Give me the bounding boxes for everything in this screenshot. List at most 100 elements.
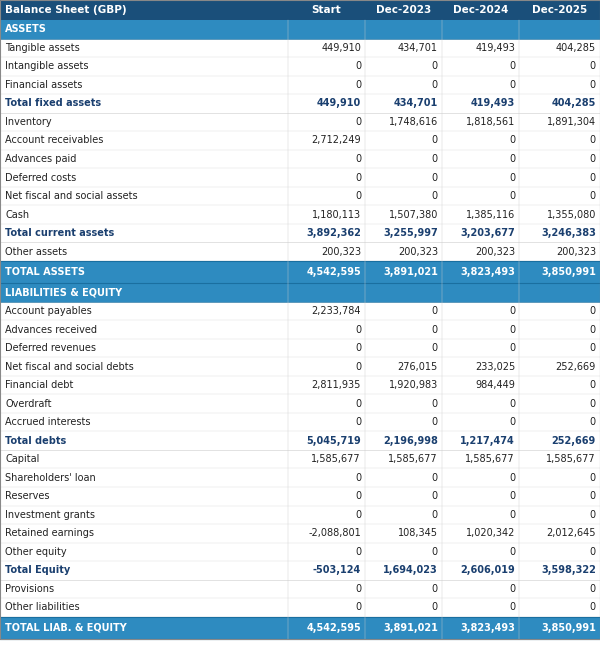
Text: 0: 0: [355, 117, 361, 127]
Bar: [0, 432, 600, 450]
Text: Financial assets: Financial assets: [5, 80, 82, 90]
Text: 0: 0: [432, 343, 438, 353]
Bar: [0, 113, 600, 131]
Text: 3,891,021: 3,891,021: [383, 623, 438, 633]
Text: 0: 0: [355, 472, 361, 483]
Text: 0: 0: [355, 398, 361, 409]
Bar: [0, 543, 600, 561]
Text: 2,811,935: 2,811,935: [311, 380, 361, 390]
Text: Financial debt: Financial debt: [5, 380, 73, 390]
Text: 1,585,677: 1,585,677: [388, 454, 438, 464]
Bar: [0, 150, 600, 168]
Text: 0: 0: [590, 306, 596, 316]
Text: 0: 0: [590, 584, 596, 594]
Text: 984,449: 984,449: [475, 380, 515, 390]
Text: 0: 0: [355, 361, 361, 372]
Bar: [0, 376, 600, 395]
Text: 0: 0: [509, 417, 515, 427]
Bar: [0, 524, 600, 543]
Text: Advances received: Advances received: [5, 324, 97, 334]
Text: 3,598,322: 3,598,322: [541, 565, 596, 576]
Text: 2,196,998: 2,196,998: [383, 435, 438, 446]
Text: TOTAL ASSETS: TOTAL ASSETS: [5, 267, 85, 277]
Bar: [0, 339, 600, 358]
Text: 1,507,380: 1,507,380: [389, 210, 438, 219]
Text: 0: 0: [590, 491, 596, 501]
Text: 0: 0: [590, 173, 596, 182]
Text: 0: 0: [590, 136, 596, 145]
Text: Provisions: Provisions: [5, 584, 54, 594]
Text: 3,203,677: 3,203,677: [460, 228, 515, 238]
Text: 0: 0: [509, 547, 515, 557]
Text: 0: 0: [355, 547, 361, 557]
Text: 1,748,616: 1,748,616: [389, 117, 438, 127]
Text: Other equity: Other equity: [5, 547, 67, 557]
Text: Dec-2023: Dec-2023: [376, 5, 431, 15]
Text: 0: 0: [432, 491, 438, 501]
Text: 0: 0: [509, 343, 515, 353]
Text: 404,285: 404,285: [551, 99, 596, 108]
Text: Accrued interests: Accrued interests: [5, 417, 91, 427]
Text: 3,891,021: 3,891,021: [383, 267, 438, 277]
Text: 0: 0: [355, 602, 361, 613]
Bar: [0, 283, 600, 302]
Bar: [0, 395, 600, 413]
Text: 0: 0: [509, 191, 515, 201]
Bar: [0, 358, 600, 376]
Text: 252,669: 252,669: [556, 361, 596, 372]
Text: Reserves: Reserves: [5, 491, 49, 501]
Text: 0: 0: [432, 306, 438, 316]
Text: 0: 0: [590, 62, 596, 71]
Text: 1,585,677: 1,585,677: [547, 454, 596, 464]
Text: 4,542,595: 4,542,595: [306, 267, 361, 277]
Text: 0: 0: [355, 191, 361, 201]
Text: 0: 0: [355, 510, 361, 520]
Text: Shareholders' loan: Shareholders' loan: [5, 472, 96, 483]
Text: 200,323: 200,323: [475, 247, 515, 256]
Text: 0: 0: [590, 324, 596, 334]
Text: 252,669: 252,669: [552, 435, 596, 446]
Text: Total debts: Total debts: [5, 435, 66, 446]
Text: 1,385,116: 1,385,116: [466, 210, 515, 219]
Text: 0: 0: [432, 62, 438, 71]
Text: Net fiscal and social debts: Net fiscal and social debts: [5, 361, 134, 372]
Text: 0: 0: [509, 173, 515, 182]
Text: 0: 0: [509, 306, 515, 316]
Text: 4,542,595: 4,542,595: [306, 623, 361, 633]
Text: 0: 0: [509, 472, 515, 483]
Text: Advances paid: Advances paid: [5, 154, 76, 164]
Text: 449,910: 449,910: [317, 99, 361, 108]
Bar: [0, 20, 600, 38]
Bar: [0, 302, 600, 320]
Text: 200,323: 200,323: [321, 247, 361, 256]
Text: 2,012,645: 2,012,645: [547, 528, 596, 539]
Text: 0: 0: [432, 80, 438, 90]
Text: 1,585,677: 1,585,677: [311, 454, 361, 464]
Text: 0: 0: [590, 602, 596, 613]
Text: Total Equity: Total Equity: [5, 565, 70, 576]
Text: 0: 0: [432, 173, 438, 182]
Text: 0: 0: [509, 80, 515, 90]
Text: Net fiscal and social assets: Net fiscal and social assets: [5, 191, 137, 201]
Bar: [0, 561, 600, 580]
Text: 0: 0: [432, 154, 438, 164]
Text: 0: 0: [590, 398, 596, 409]
Text: Retained earnings: Retained earnings: [5, 528, 94, 539]
Text: 0: 0: [509, 324, 515, 334]
Text: 3,246,383: 3,246,383: [541, 228, 596, 238]
Bar: [0, 261, 600, 283]
Bar: [0, 0, 600, 20]
Text: 2,606,019: 2,606,019: [460, 565, 515, 576]
Bar: [0, 413, 600, 432]
Text: 0: 0: [509, 602, 515, 613]
Text: Balance Sheet (GBP): Balance Sheet (GBP): [5, 5, 127, 15]
Text: 2,233,784: 2,233,784: [311, 306, 361, 316]
Text: 434,701: 434,701: [394, 99, 438, 108]
Bar: [0, 94, 600, 113]
Text: Account payables: Account payables: [5, 306, 92, 316]
Text: Dec-2025: Dec-2025: [532, 5, 587, 15]
Text: 0: 0: [432, 602, 438, 613]
Text: 419,493: 419,493: [475, 43, 515, 53]
Text: 1,180,113: 1,180,113: [312, 210, 361, 219]
Text: 0: 0: [590, 80, 596, 90]
